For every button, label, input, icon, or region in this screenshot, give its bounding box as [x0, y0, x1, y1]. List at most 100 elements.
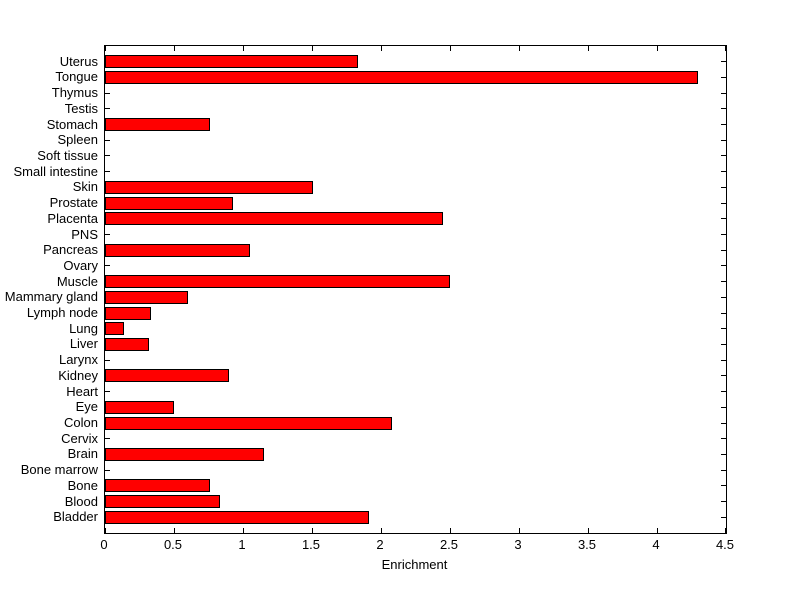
- y-tick-label: Liver: [69, 336, 98, 352]
- bar-brain: [105, 448, 264, 461]
- y-axis-tick-right: [721, 265, 726, 267]
- y-tick-label: Eye: [75, 399, 98, 415]
- x-axis-tick-top: [724, 46, 726, 51]
- y-tick-label: Mammary gland: [4, 289, 98, 305]
- bar-bone: [105, 479, 210, 492]
- y-tick-label: Soft tissue: [37, 147, 98, 163]
- y-tick-label: Skin: [72, 179, 98, 195]
- bar-lung: [105, 322, 124, 335]
- y-tick-label: Brain: [67, 446, 98, 462]
- y-tick-label: Stomach: [46, 116, 98, 132]
- x-tick-label: 4.5: [715, 537, 735, 552]
- y-axis-tick-right: [721, 328, 726, 330]
- y-axis-tick-right: [721, 76, 726, 78]
- x-axis-tick-bottom: [173, 528, 175, 533]
- y-axis-tick-right: [721, 202, 726, 204]
- x-axis-tick-bottom: [104, 528, 106, 533]
- y-axis-tick-left: [105, 155, 110, 157]
- y-axis-tick-left: [105, 139, 110, 141]
- y-tick-label: Ovary: [63, 257, 98, 273]
- y-axis-tick-right: [721, 501, 726, 503]
- bar-eye: [105, 401, 174, 414]
- x-tick-label: 3.5: [577, 537, 597, 552]
- x-tick-label: 1.5: [301, 537, 321, 552]
- x-axis-tick-top: [518, 46, 520, 51]
- x-axis-title: Enrichment: [381, 557, 448, 572]
- x-axis-tick-bottom: [724, 528, 726, 533]
- bar-prostate: [105, 197, 233, 210]
- y-tick-label: Cervix: [61, 430, 98, 446]
- y-axis-tick-right: [721, 186, 726, 188]
- x-axis-tick-bottom: [656, 528, 658, 533]
- y-axis-tick-right: [721, 375, 726, 377]
- y-axis-tick-right: [721, 234, 726, 236]
- x-axis-tick-bottom: [311, 528, 313, 533]
- y-tick-label: Muscle: [56, 273, 98, 289]
- x-axis-tick-bottom: [242, 528, 244, 533]
- x-tick-label: 2.5: [439, 537, 459, 552]
- y-tick-label: Bone marrow: [20, 462, 98, 478]
- y-tick-label: Pancreas: [43, 242, 98, 258]
- x-axis-tick-top: [656, 46, 658, 51]
- y-axis-tick-right: [721, 108, 726, 110]
- y-tick-label: Heart: [66, 383, 98, 399]
- x-axis-tick-bottom: [380, 528, 382, 533]
- x-axis-tick-top: [449, 46, 451, 51]
- y-axis-tick-right: [721, 406, 726, 408]
- y-axis-tick-right: [721, 139, 726, 141]
- bar-uterus: [105, 55, 358, 68]
- y-axis-tick-right: [721, 155, 726, 157]
- y-axis-tick-left: [105, 359, 110, 361]
- x-axis-tick-bottom: [518, 528, 520, 533]
- y-axis-tick-right: [721, 249, 726, 251]
- y-tick-label: Tongue: [55, 69, 98, 85]
- y-axis-tick-left: [105, 391, 110, 393]
- y-axis-tick-left: [105, 469, 110, 471]
- bar-muscle: [105, 275, 450, 288]
- y-tick-label: Bladder: [53, 509, 98, 525]
- plot-area: [104, 45, 727, 534]
- y-axis-tick-right: [721, 312, 726, 314]
- bar-placenta: [105, 212, 443, 225]
- y-axis-tick-right: [721, 453, 726, 455]
- y-tick-label: Spleen: [57, 132, 98, 148]
- x-axis-tick-top: [242, 46, 244, 51]
- y-tick-label: Placenta: [47, 210, 98, 226]
- y-axis-tick-right: [721, 438, 726, 440]
- y-axis-tick-right: [721, 61, 726, 63]
- y-axis-tick-right: [721, 485, 726, 487]
- y-tick-label: Kidney: [58, 367, 98, 383]
- bar-stomach: [105, 118, 210, 131]
- y-axis-tick-right: [721, 218, 726, 220]
- x-axis-tick-top: [587, 46, 589, 51]
- bar-skin: [105, 181, 313, 194]
- y-tick-label: Larynx: [58, 352, 98, 368]
- y-axis-tick-right: [721, 422, 726, 424]
- bar-blood: [105, 495, 220, 508]
- y-tick-label: Testis: [64, 100, 98, 116]
- y-tick-label: Lymph node: [26, 305, 98, 321]
- y-tick-label: Small intestine: [13, 163, 98, 179]
- x-tick-label: 3: [514, 537, 522, 552]
- bar-colon: [105, 417, 392, 430]
- x-axis-tick-top: [173, 46, 175, 51]
- x-axis-tick-top: [380, 46, 382, 51]
- x-tick-label: 0: [100, 537, 108, 552]
- y-axis-tick-right: [721, 124, 726, 126]
- y-tick-label: Thymus: [51, 85, 98, 101]
- bar-mammary-gland: [105, 291, 188, 304]
- y-axis-tick-right: [721, 516, 726, 518]
- y-tick-label: PNS: [71, 226, 98, 242]
- x-axis-tick-top: [311, 46, 313, 51]
- x-axis-tick-top: [104, 46, 106, 51]
- y-axis-tick-left: [105, 438, 110, 440]
- y-tick-label: Bone: [67, 477, 98, 493]
- y-tick-label: Blood: [64, 493, 98, 509]
- bar-lymph-node: [105, 307, 151, 320]
- y-axis-tick-left: [105, 234, 110, 236]
- y-axis-tick-right: [721, 359, 726, 361]
- y-axis-tick-left: [105, 108, 110, 110]
- y-axis-tick-right: [721, 296, 726, 298]
- y-axis-tick-left: [105, 92, 110, 94]
